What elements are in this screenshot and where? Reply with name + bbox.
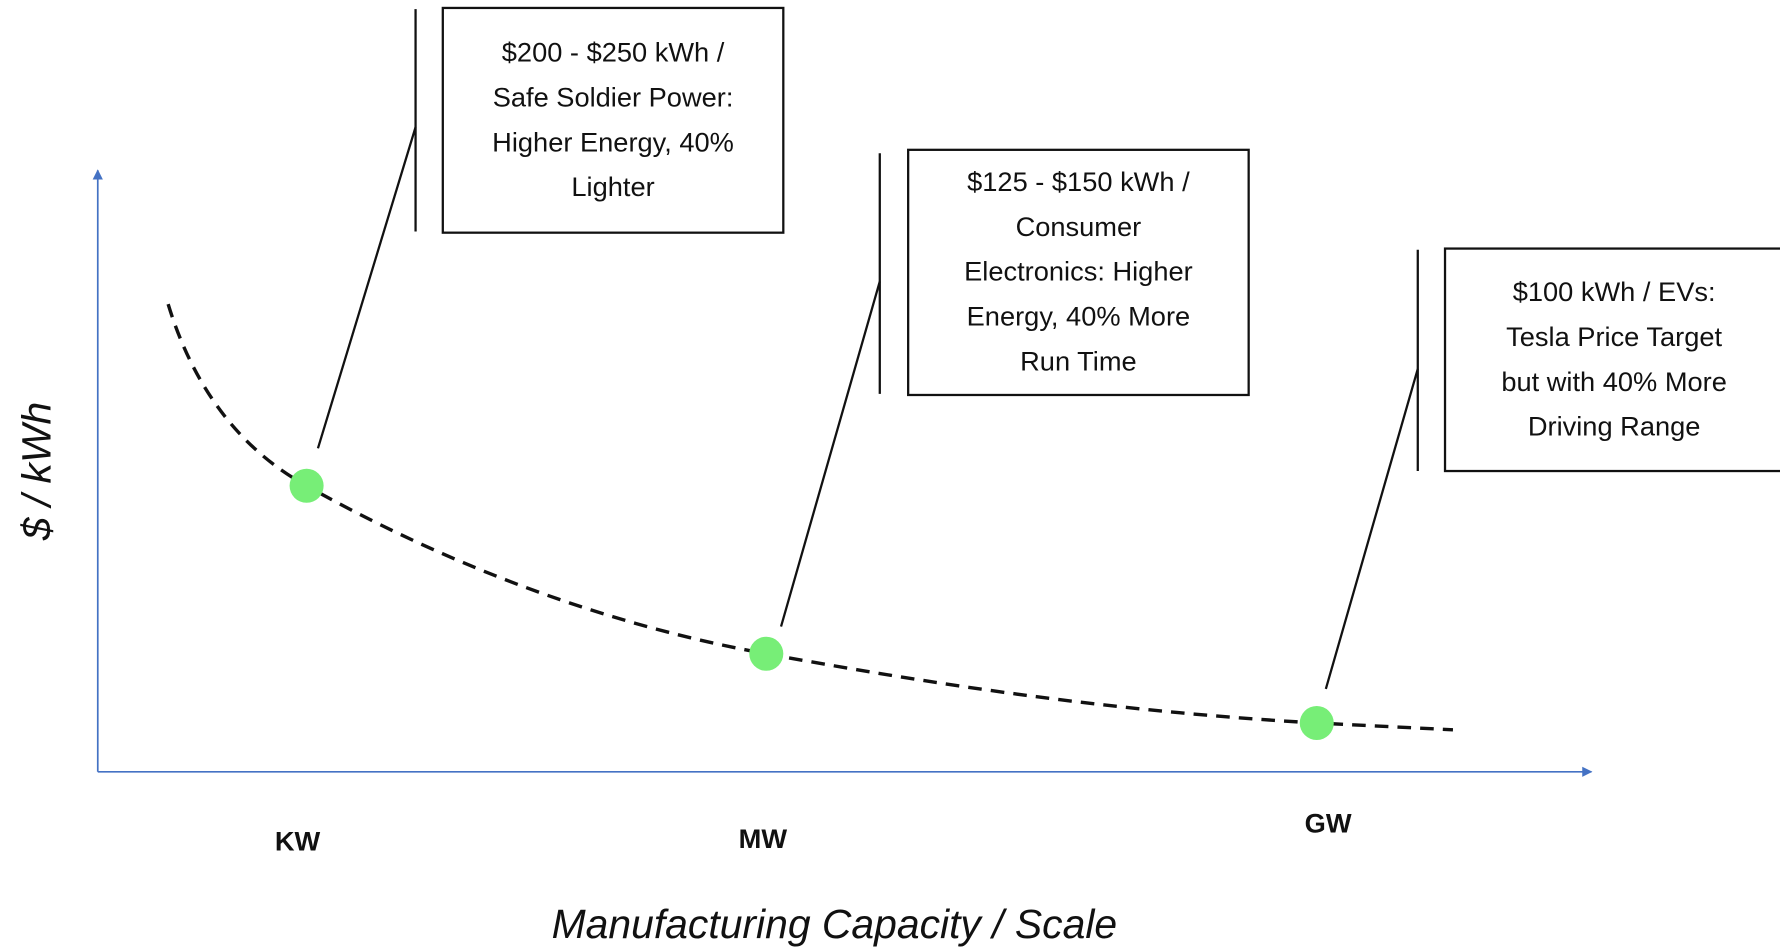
callout-text: Consumer — [1016, 211, 1142, 242]
leader-line — [1324, 368, 1419, 690]
callout-box — [1443, 247, 1780, 473]
callout-text: Run Time — [1020, 345, 1137, 376]
callout-text: $125 - $150 kWh / — [967, 166, 1190, 197]
y-axis-label: $ / kWh — [14, 402, 60, 541]
point — [1299, 705, 1334, 741]
callout-text: but with 40% More — [1501, 366, 1727, 397]
point — [289, 468, 324, 503]
x-axis-label: Manufacturing Capacity / Scale — [552, 901, 1118, 947]
callout-text: $100 kWh / EVs: — [1513, 276, 1716, 307]
callout-text: Higher Energy, 40% — [492, 126, 734, 157]
leader-line — [316, 126, 417, 449]
cost-curve — [166, 303, 1454, 732]
callout-text: Driving Range — [1528, 411, 1701, 442]
callout-box — [441, 6, 785, 234]
callout-text: $200 - $250 kWh / — [502, 37, 725, 68]
point — [749, 636, 784, 671]
category-label: KW — [275, 826, 321, 857]
category-label: GW — [1305, 807, 1352, 838]
callout-text: Energy, 40% More — [967, 301, 1191, 332]
callout-text: Lighter — [571, 171, 654, 202]
callout-box — [907, 148, 1250, 397]
leader-line — [779, 281, 881, 627]
callout-text: Tesla Price Target — [1506, 321, 1722, 352]
callout-text: Electronics: Higher — [964, 256, 1193, 287]
category-label: MW — [739, 823, 788, 854]
callout-text: Safe Soldier Power: — [493, 82, 734, 113]
